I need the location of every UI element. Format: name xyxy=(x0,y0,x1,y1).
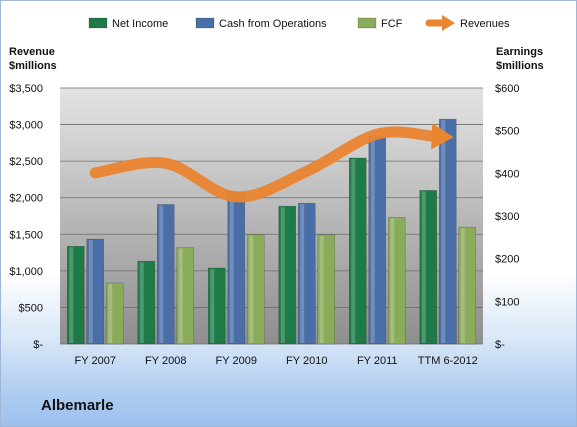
right-tick-label: $- xyxy=(495,339,505,351)
bar xyxy=(419,190,438,345)
revenue-line xyxy=(89,123,454,203)
bar xyxy=(105,282,124,345)
right-axis-ticks: $- $100 $200 $300 $400 $500 $600 xyxy=(495,83,519,351)
bar-highlight xyxy=(351,158,356,343)
right-tick-label: $400 xyxy=(495,168,519,180)
legend-label: Revenues xyxy=(460,18,510,30)
bar-highlight xyxy=(319,235,324,343)
bar-highlight xyxy=(249,235,254,343)
legend-swatch-arrow xyxy=(442,15,455,31)
right-tick-label: $500 xyxy=(495,126,519,138)
grid-lines xyxy=(60,87,483,345)
company-name: Albemarle xyxy=(41,397,114,414)
bar-highlight xyxy=(460,228,465,343)
bar xyxy=(156,204,175,345)
bar xyxy=(317,234,336,345)
bar xyxy=(207,267,226,345)
bar-highlight xyxy=(370,136,375,343)
left-tick-label: $2,000 xyxy=(9,193,43,205)
bar-highlight xyxy=(229,192,234,343)
x-tick-label: FY 2010 xyxy=(286,355,327,367)
bar-highlight xyxy=(210,269,215,343)
left-axis-title: Revenue $millions xyxy=(9,46,57,72)
left-tick-label: $2,500 xyxy=(9,156,43,168)
bar-highlight xyxy=(441,120,446,343)
bar xyxy=(137,260,156,345)
x-tick-label: FY 2009 xyxy=(216,355,257,367)
right-axis-title: Earnings $millions xyxy=(496,46,544,72)
bar xyxy=(278,205,297,345)
left-axis-ticks: $- $500 $1,000 $1,500 $2,000 $2,500 $3,000 $3,5… xyxy=(9,83,43,351)
bar-highlight xyxy=(139,262,144,343)
legend-label: FCF xyxy=(381,18,403,30)
x-tick-label: FY 2011 xyxy=(357,355,398,367)
right-tick-label: $300 xyxy=(495,211,519,223)
legend-swatch xyxy=(88,17,108,29)
legend-swatch xyxy=(357,17,377,29)
left-tick-label: $1,000 xyxy=(9,266,43,278)
bar xyxy=(66,245,85,345)
bar xyxy=(297,202,316,345)
bar xyxy=(458,226,477,345)
bars xyxy=(66,118,477,345)
legend-label: Net Income xyxy=(112,18,168,30)
revenue-arrowhead xyxy=(431,123,454,150)
bar xyxy=(246,234,265,345)
bar-highlight xyxy=(390,218,395,343)
bar-highlight xyxy=(300,204,305,343)
bar-highlight xyxy=(159,205,164,343)
right-tick-label: $200 xyxy=(495,254,519,266)
bar-highlight xyxy=(69,247,74,343)
bar-highlight xyxy=(88,240,93,343)
revenue-series-line xyxy=(89,126,441,203)
legend: Net Income Cash from Operations FCF Revenue… xyxy=(88,15,510,31)
bar xyxy=(348,157,367,345)
x-tick-label: FY 2008 xyxy=(145,355,186,367)
bar-highlight xyxy=(421,191,426,343)
legend-swatch xyxy=(195,17,215,29)
bar xyxy=(387,216,406,345)
left-tick-label: $500 xyxy=(19,302,43,314)
right-tick-label: $600 xyxy=(495,83,519,95)
bar xyxy=(86,238,105,345)
bar-highlight xyxy=(178,248,183,343)
legend-label: Cash from Operations xyxy=(219,18,327,30)
left-tick-label: $- xyxy=(33,339,43,351)
bar xyxy=(176,247,195,345)
left-tick-label: $3,500 xyxy=(9,83,43,95)
right-tick-label: $100 xyxy=(495,296,519,308)
x-axis-ticks: FY 2007 FY 2008 FY 2009 FY 2010 FY 2011 TTM 6… xyxy=(75,355,478,367)
left-tick-label: $1,500 xyxy=(9,229,43,241)
x-tick-label: FY 2007 xyxy=(75,355,116,367)
bar-highlight xyxy=(108,283,113,343)
x-tick-label: TTM 6-2012 xyxy=(418,355,478,367)
bar-highlight xyxy=(280,207,285,343)
left-tick-label: $3,000 xyxy=(9,120,43,132)
bar xyxy=(438,118,457,345)
